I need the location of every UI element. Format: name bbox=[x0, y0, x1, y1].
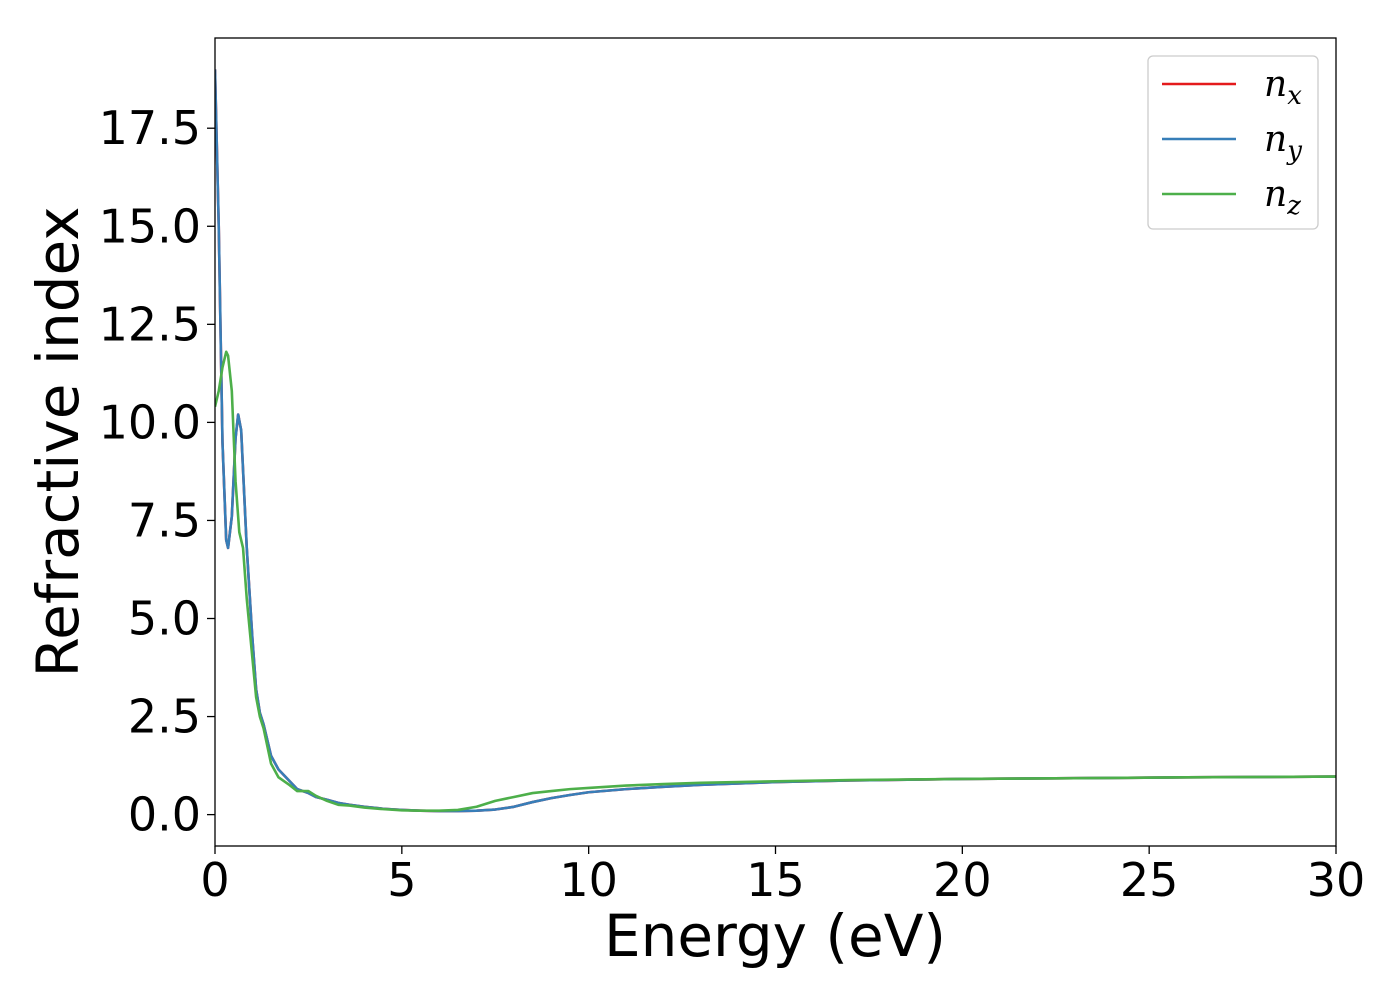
y-tick-label: 12.5 bbox=[99, 297, 201, 351]
legend-label-nz: nz bbox=[1264, 174, 1301, 221]
x-tick-label: 0 bbox=[200, 853, 229, 907]
legend-label-nx: nx bbox=[1264, 64, 1302, 111]
x-axis-ticks: 0 5 10 15 20 25 30 bbox=[200, 846, 1365, 907]
y-tick-label: 7.5 bbox=[128, 493, 201, 547]
y-tick-label: 0.0 bbox=[128, 788, 201, 842]
y-tick-label: 2.5 bbox=[128, 690, 201, 744]
x-axis-title: Energy (eV) bbox=[604, 902, 946, 970]
plot-lines bbox=[215, 69, 1336, 813]
y-tick-label: 10.0 bbox=[99, 395, 201, 449]
legend: nx ny nz bbox=[1147, 55, 1319, 230]
x-tick-label: 30 bbox=[1307, 853, 1366, 907]
x-tick-label: 10 bbox=[559, 853, 618, 907]
x-tick-label: 20 bbox=[933, 853, 992, 907]
x-tick-label: 25 bbox=[1120, 853, 1179, 907]
y-tick-label: 15.0 bbox=[99, 199, 201, 253]
series-line-nz bbox=[215, 350, 1336, 812]
x-tick-label: 5 bbox=[387, 853, 416, 907]
y-tick-label: 5.0 bbox=[128, 592, 201, 646]
legend-box bbox=[1147, 55, 1319, 230]
y-tick-label: 17.5 bbox=[99, 101, 201, 155]
y-axis-title: Refractive index bbox=[24, 206, 92, 677]
y-axis-ticks: 0.0 2.5 5.0 7.5 10.0 12.5 15.0 17.5 bbox=[99, 101, 215, 842]
x-tick-label: 15 bbox=[746, 853, 805, 907]
legend-label-ny: ny bbox=[1264, 119, 1302, 166]
